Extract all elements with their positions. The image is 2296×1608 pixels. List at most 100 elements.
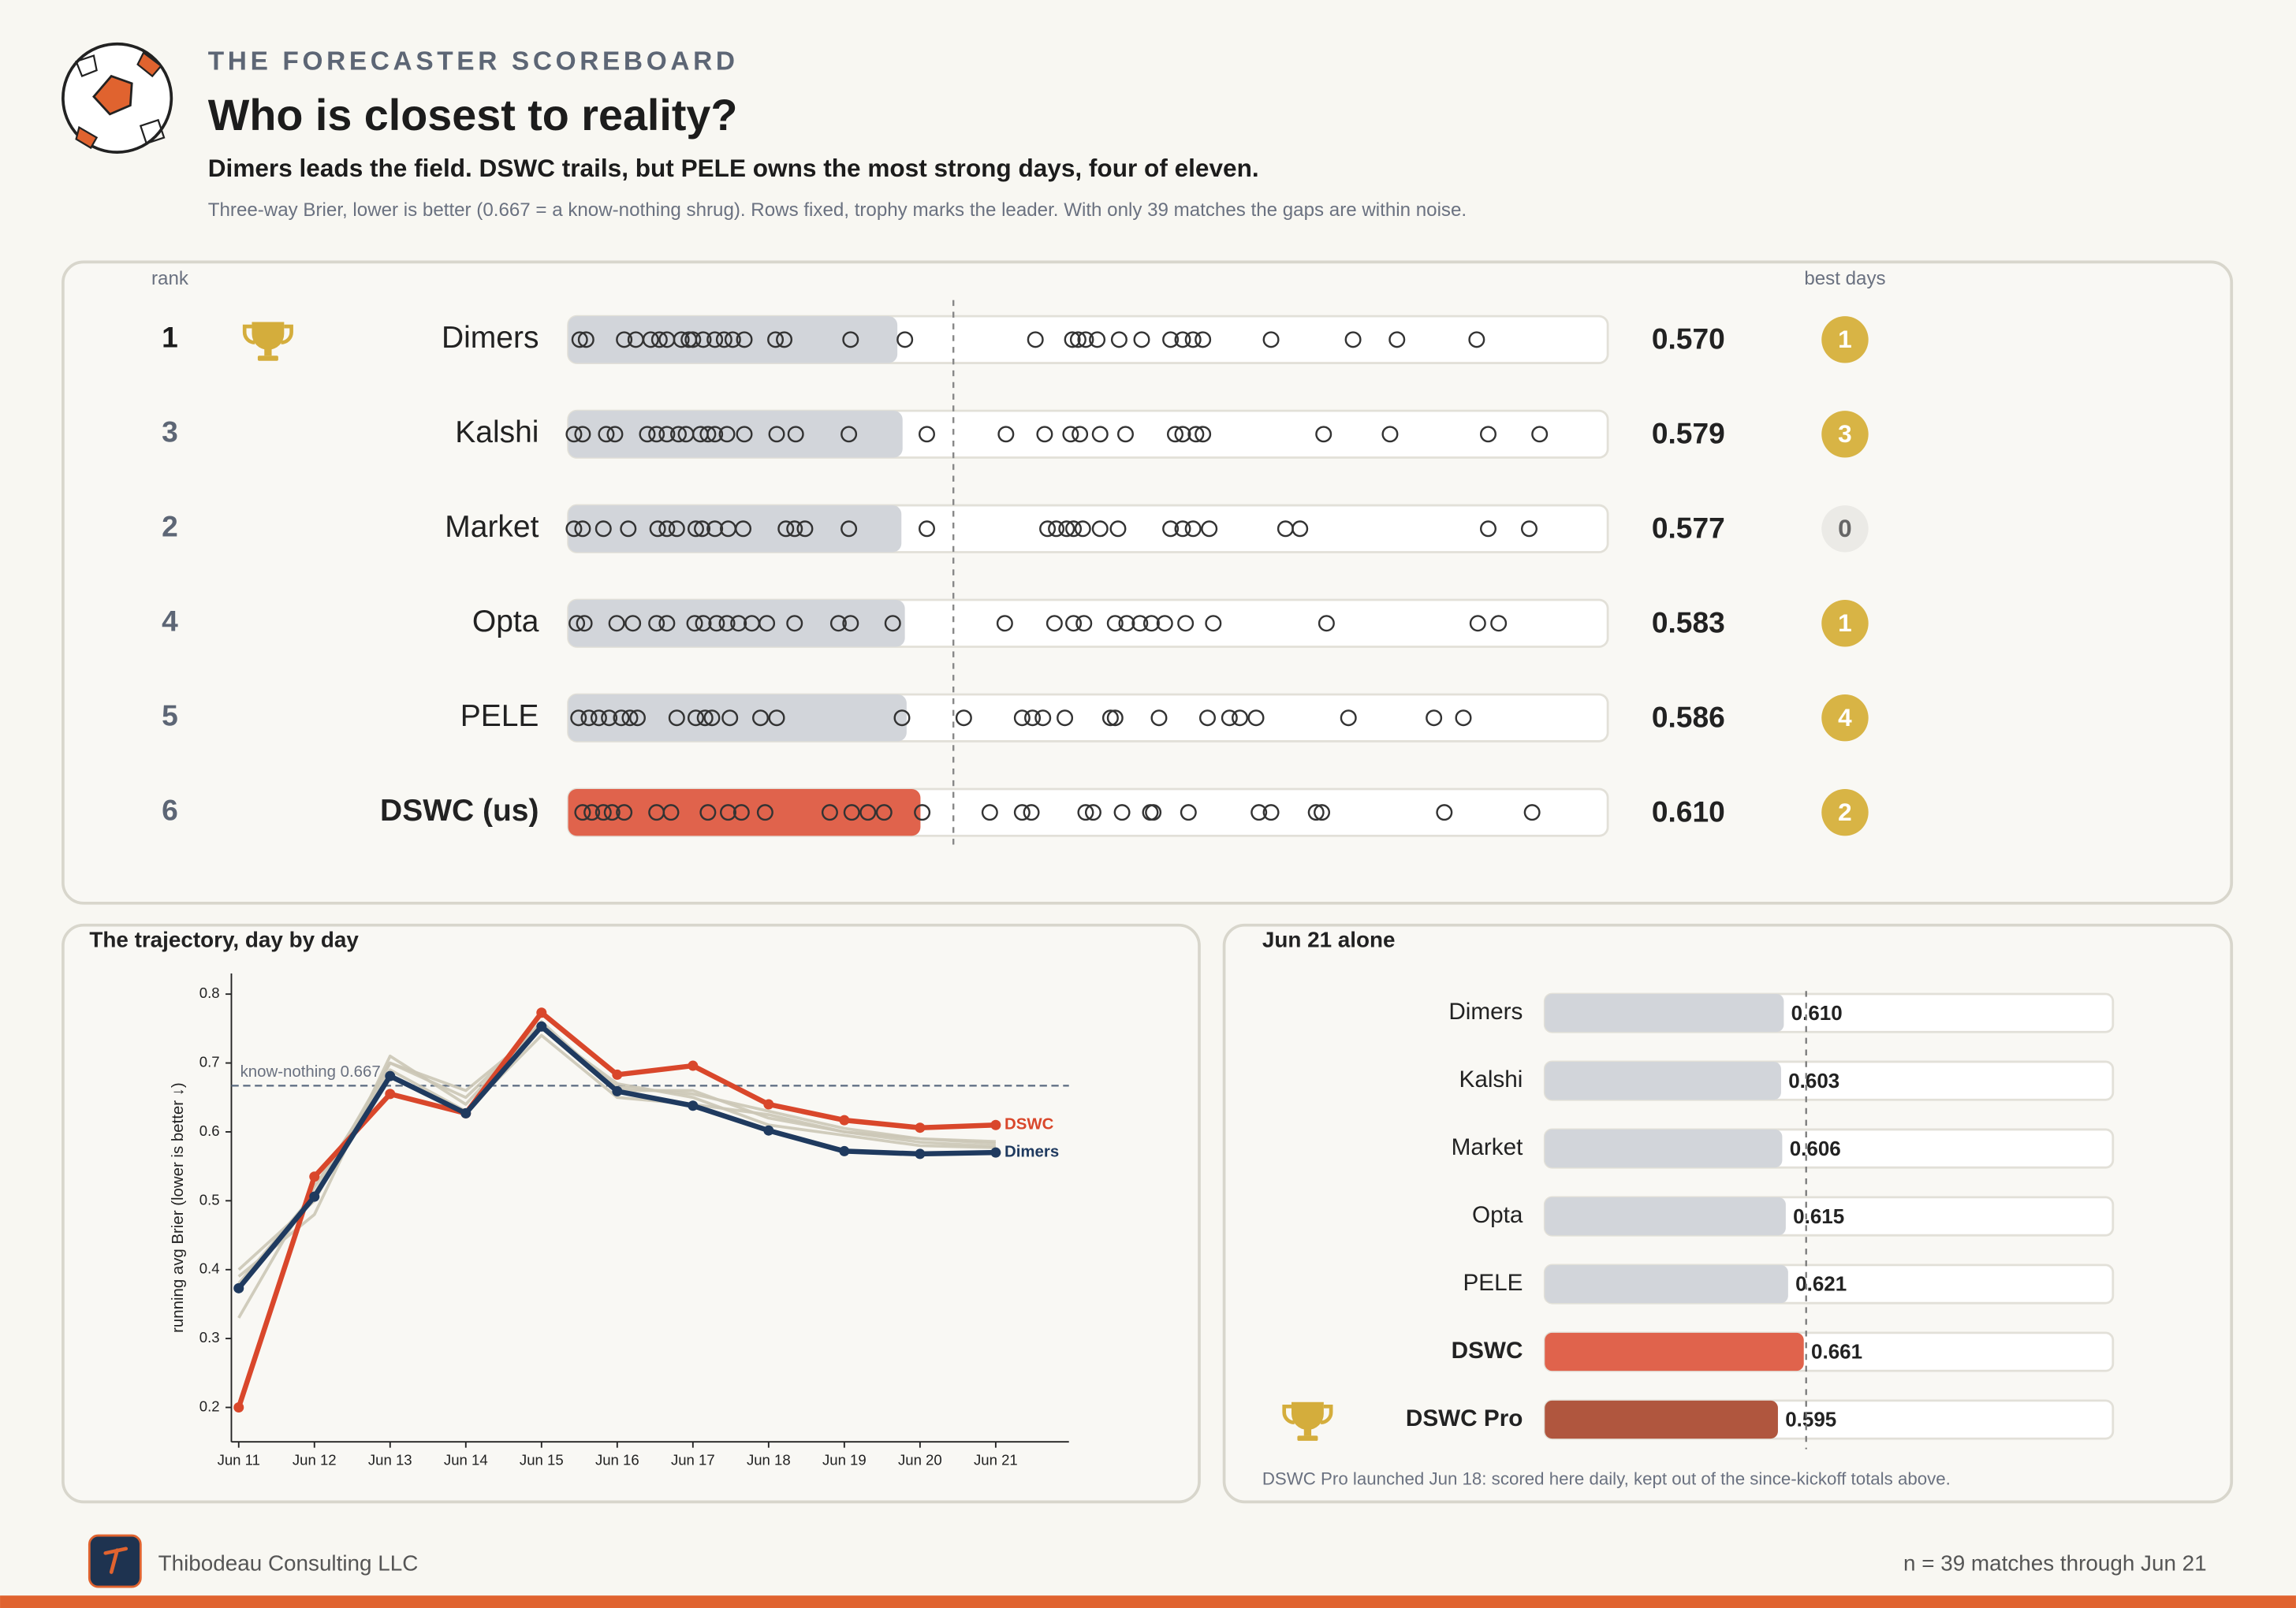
y-tick-label: 0.6: [199, 1122, 220, 1139]
best-days: 2: [1838, 798, 1852, 826]
match-dot: [840, 426, 858, 443]
y-tick-label: 0.5: [199, 1191, 220, 1208]
match-dot: [668, 520, 685, 538]
match-dot: [1177, 615, 1195, 632]
match-dot: [565, 520, 583, 538]
rank: 3: [162, 415, 178, 449]
x-tick-label: Jun 19: [822, 1451, 867, 1468]
match-dot: [829, 615, 847, 632]
match-dot: [606, 426, 624, 443]
rank: 5: [162, 699, 178, 732]
match-dot: [796, 520, 814, 538]
match-dot: [720, 804, 736, 821]
bar: [1545, 1197, 1786, 1236]
reference-label: know-nothing 0.667: [240, 1063, 381, 1081]
match-dot: [1110, 331, 1128, 348]
point: [990, 1147, 1001, 1158]
match-dot: [1184, 520, 1202, 538]
best-days: 1: [1838, 325, 1852, 353]
match-dot: [1075, 615, 1093, 632]
match-dot: [642, 331, 659, 348]
match-dot: [648, 426, 665, 443]
match-dot: [1247, 709, 1265, 727]
y-tick-label: 0.8: [199, 985, 220, 1001]
point: [536, 1007, 547, 1018]
value-label: 0.603: [1788, 1069, 1839, 1092]
row-name: DSWC Pro: [1406, 1405, 1523, 1431]
match-dot: [620, 520, 637, 538]
match-dot: [577, 331, 594, 348]
match-dot: [1058, 520, 1075, 538]
best-days-badge: [1821, 411, 1869, 458]
match-dot: [843, 804, 860, 821]
match-dot: [686, 615, 703, 632]
match-dot: [736, 331, 753, 348]
match-dot: [996, 615, 1013, 632]
match-dot: [1340, 709, 1357, 727]
match-dot: [1109, 520, 1127, 538]
x-tick-label: Jun 16: [595, 1451, 639, 1468]
value-label: 0.621: [1795, 1272, 1847, 1296]
row-name: Kalshi: [455, 415, 539, 449]
match-dot: [695, 615, 712, 632]
value-label: 0.595: [1785, 1408, 1836, 1431]
rank: 6: [162, 793, 178, 826]
point: [385, 1070, 396, 1081]
score: 0.610: [1652, 795, 1725, 828]
point: [233, 1402, 244, 1413]
logo: [88, 1534, 142, 1588]
value-label: 0.661: [1811, 1340, 1862, 1364]
point: [839, 1145, 850, 1156]
match-dot: [842, 331, 859, 348]
match-dot: [624, 615, 642, 632]
match-dot: [574, 804, 591, 821]
match-dot: [786, 615, 803, 632]
match-dot: [1142, 615, 1160, 632]
company: Thibodeau Consulting LLC: [158, 1551, 419, 1576]
point: [839, 1115, 850, 1126]
match-dot: [1468, 331, 1485, 348]
footer-strip: [0, 1595, 2296, 1608]
match-dot: [571, 331, 588, 348]
match-dot: [1166, 426, 1183, 443]
x-tick-label: Jun 21: [974, 1451, 1018, 1468]
match-dot: [1262, 331, 1280, 348]
match-dot: [1036, 426, 1053, 443]
match-dot: [695, 331, 712, 348]
match-dot: [1048, 520, 1065, 538]
match-dot: [1174, 426, 1191, 443]
best-days: 3: [1838, 419, 1852, 448]
match-dot: [786, 520, 803, 538]
score: 0.586: [1652, 700, 1725, 733]
match-dot: [668, 709, 685, 727]
series-label: DSWC: [1004, 1116, 1054, 1133]
match-dot: [1187, 426, 1205, 443]
match-dot: [1198, 709, 1216, 727]
match-dot: [730, 615, 747, 632]
x-tick-label: Jun 11: [218, 1451, 260, 1468]
match-dot: [1318, 615, 1335, 632]
match-dot: [721, 709, 739, 727]
score: 0.577: [1652, 511, 1725, 544]
soccer-ball: [62, 42, 173, 154]
match-dot: [1388, 331, 1406, 348]
point: [309, 1191, 320, 1202]
point: [688, 1100, 699, 1111]
match-dot: [699, 426, 717, 443]
panel-title: Jun 21 alone: [1262, 927, 1396, 951]
match-dot: [787, 426, 804, 443]
value-label: 0.615: [1793, 1204, 1844, 1228]
match-dot: [1091, 426, 1109, 443]
match-dot: [603, 804, 621, 821]
match-dot: [1046, 615, 1063, 632]
match-dot: [1013, 804, 1031, 821]
match-dot: [735, 520, 752, 538]
match-dot: [576, 615, 593, 632]
match-dot: [1314, 804, 1331, 821]
match-dot: [1027, 331, 1044, 348]
match-dot: [1084, 804, 1101, 821]
match-dot: [1039, 520, 1057, 538]
match-dot: [1133, 331, 1150, 348]
match-dot: [1250, 804, 1268, 821]
